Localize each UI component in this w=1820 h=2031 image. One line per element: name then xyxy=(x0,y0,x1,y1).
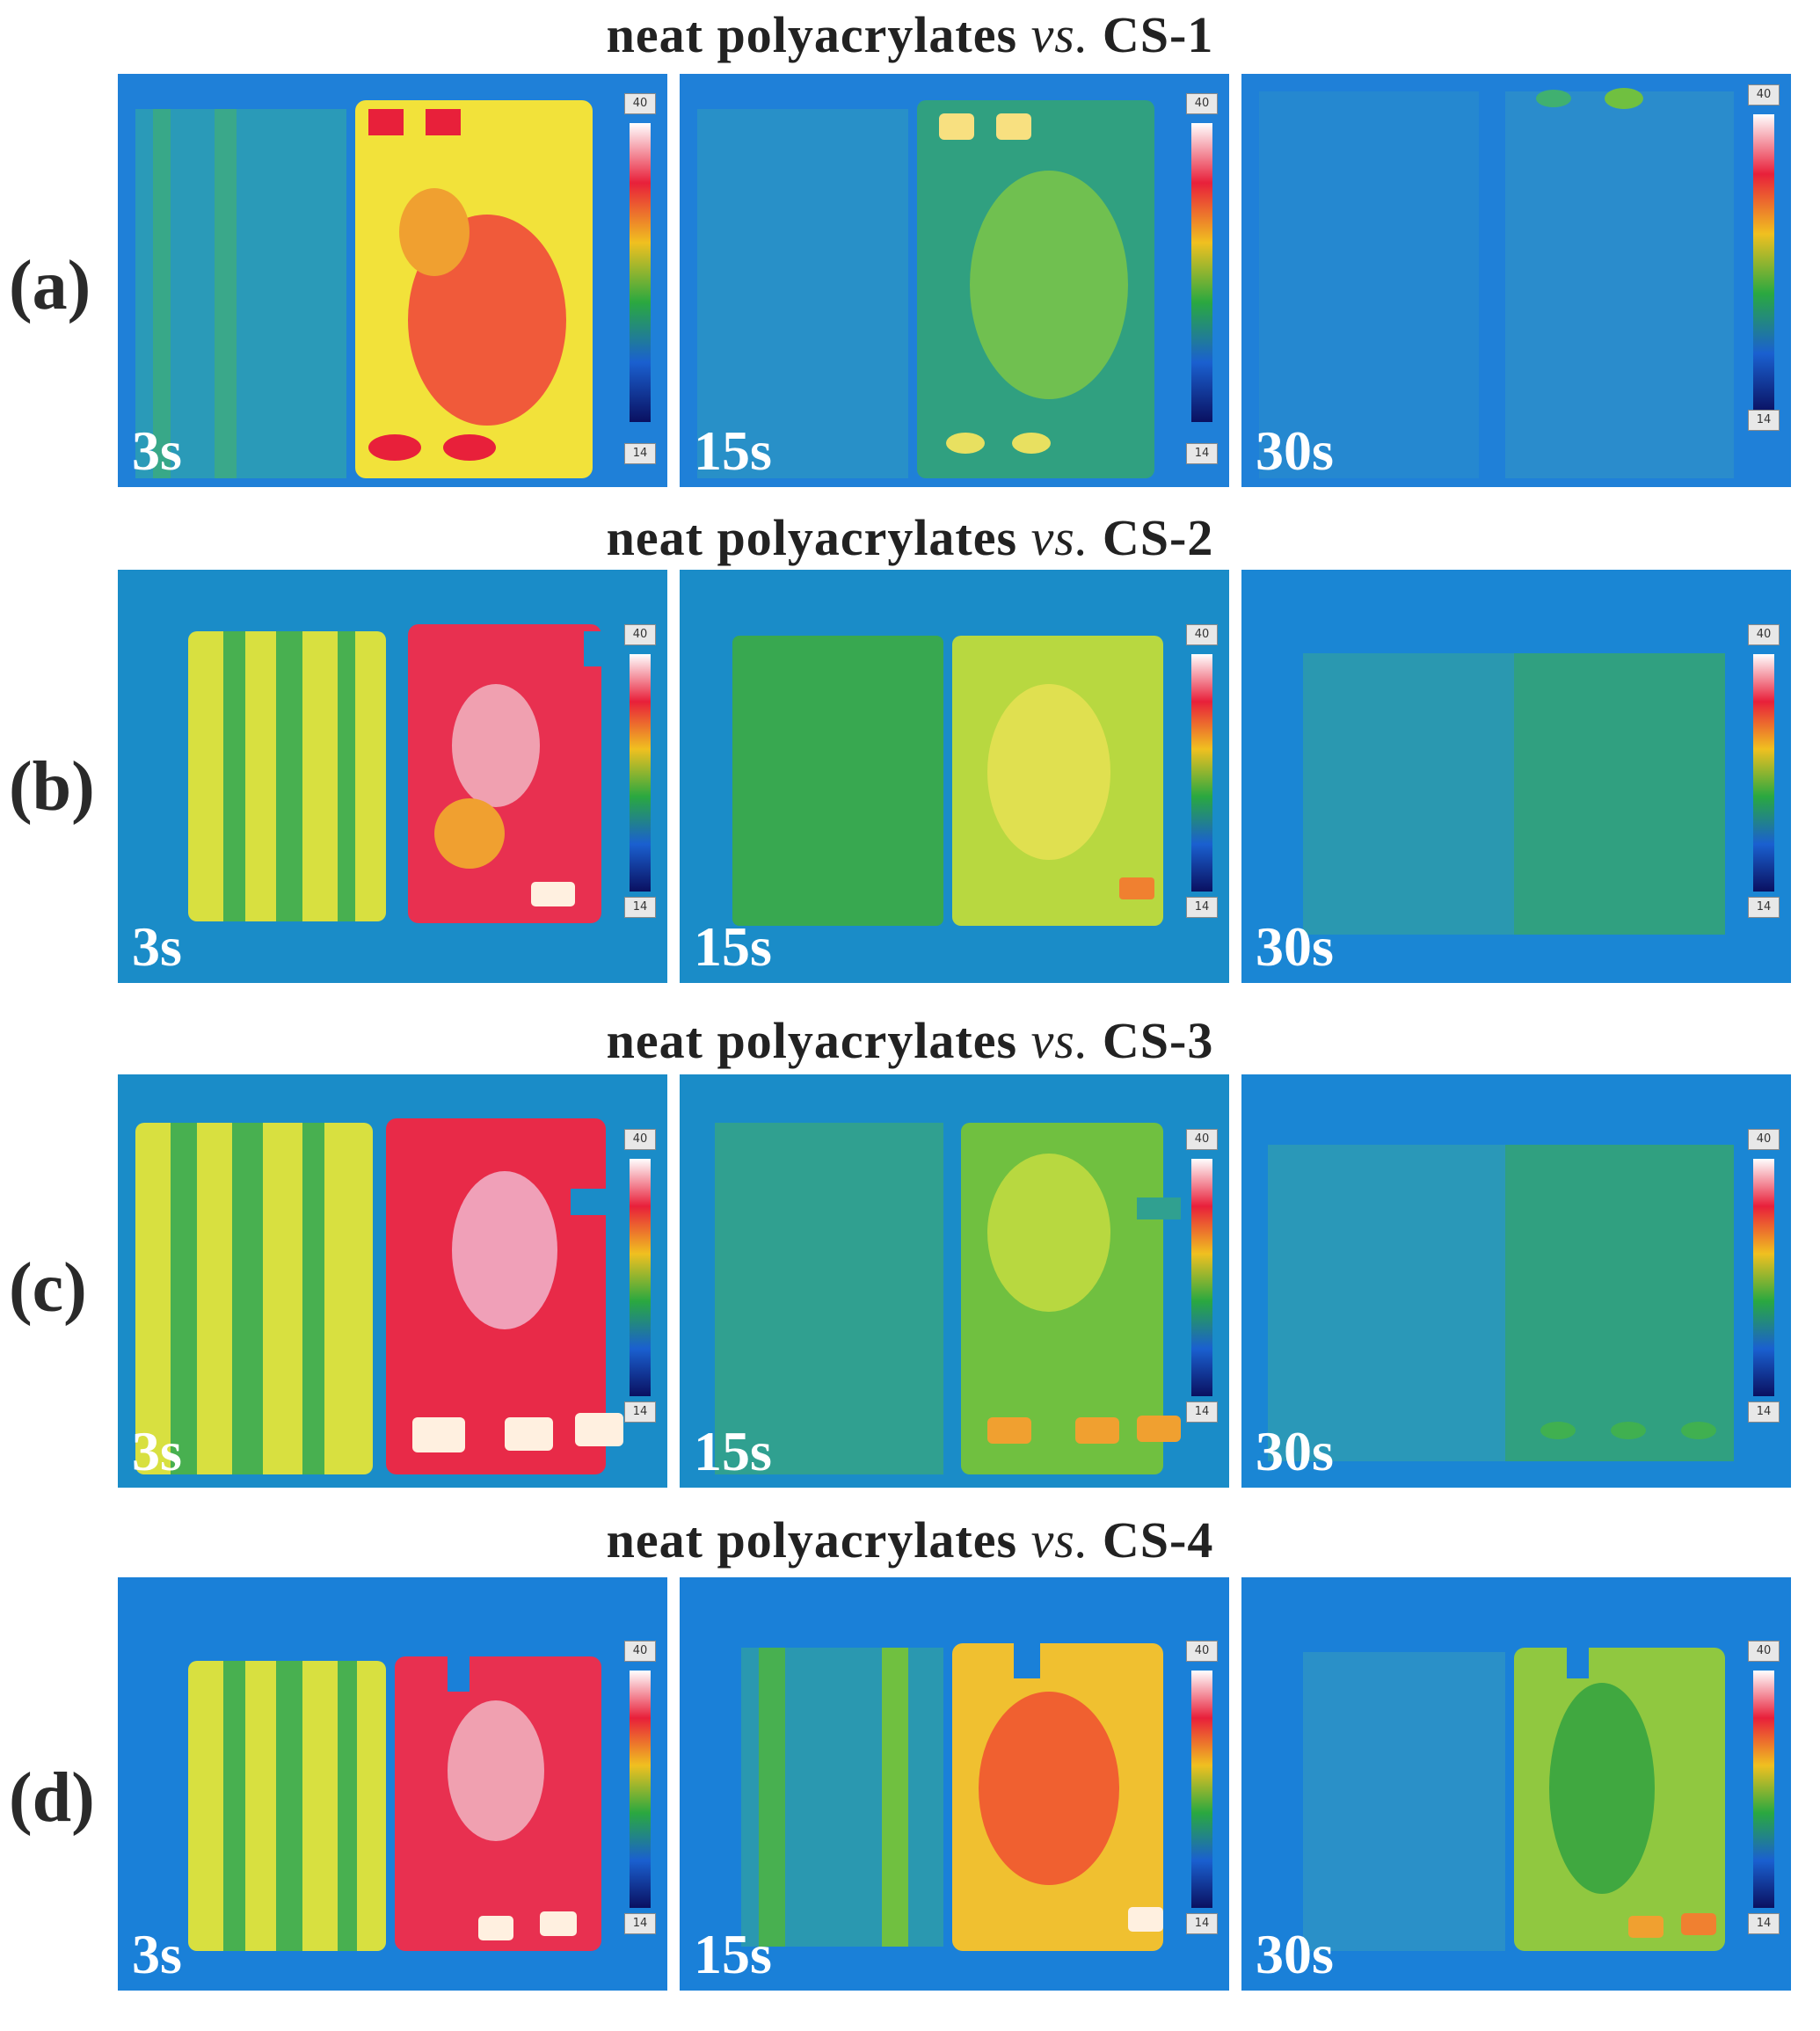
scale-max-label: 40 xyxy=(1186,1641,1218,1662)
scale-max-label: 40 xyxy=(1186,1129,1218,1150)
thermal-panel: 40 14 15s xyxy=(680,570,1229,983)
title-right: CS-1 xyxy=(1088,6,1214,63)
title-vs: vs. xyxy=(1030,6,1089,63)
scale-max-label: 40 xyxy=(1748,1129,1780,1150)
title-vs: vs. xyxy=(1030,1511,1089,1569)
scale-min-label: 14 xyxy=(1748,897,1780,918)
row-title: neat polyacrylates vs. CS-1 xyxy=(0,7,1820,63)
thermal-image xyxy=(680,1577,1229,1991)
scale-min-label: 14 xyxy=(1186,443,1218,464)
time-label: 30s xyxy=(1256,419,1334,482)
color-scale-bar xyxy=(630,654,651,892)
scale-min-label: 14 xyxy=(624,1401,656,1423)
time-label: 3s xyxy=(132,1923,182,1985)
scale-max-label: 40 xyxy=(1748,84,1780,106)
thermal-panel: 40 14 3s xyxy=(118,1074,667,1488)
title-right: CS-3 xyxy=(1088,1012,1214,1069)
scale-max-label: 40 xyxy=(1186,93,1218,114)
thermal-image xyxy=(1241,570,1791,983)
thermal-image xyxy=(1241,74,1791,487)
thermal-image xyxy=(118,570,667,983)
scale-min-label: 14 xyxy=(624,1913,656,1934)
title-vs: vs. xyxy=(1030,1012,1089,1069)
title-right: CS-2 xyxy=(1088,509,1214,566)
scale-max-label: 40 xyxy=(1186,624,1218,645)
row-d: neat polyacrylates vs. CS-4 (d) 40 14 3s xyxy=(0,1503,1820,1996)
row-title: neat polyacrylates vs. CS-2 xyxy=(0,510,1820,566)
thermal-image xyxy=(118,1074,667,1488)
scale-max-label: 40 xyxy=(624,1641,656,1662)
color-scale-bar xyxy=(1191,654,1212,892)
time-label: 3s xyxy=(132,915,182,978)
scale-min-label: 14 xyxy=(1748,1913,1780,1934)
row-c: neat polyacrylates vs. CS-3 (c) 40 14 3s xyxy=(0,1002,1820,1495)
row-label: (a) xyxy=(9,247,91,324)
thermal-panel: 40 14 30s xyxy=(1241,1074,1791,1488)
scale-min-label: 14 xyxy=(1186,1913,1218,1934)
scale-min-label: 14 xyxy=(1186,897,1218,918)
scale-max-label: 40 xyxy=(624,93,656,114)
scale-min-label: 14 xyxy=(1748,1401,1780,1423)
thermal-image xyxy=(680,1074,1229,1488)
scale-min-label: 14 xyxy=(624,897,656,918)
title-left: neat polyacrylates xyxy=(606,1012,1031,1069)
row-title: neat polyacrylates vs. CS-3 xyxy=(0,1013,1820,1069)
time-label: 15s xyxy=(694,419,772,482)
row-b: neat polyacrylates vs. CS-2 (b) 40 14 3s xyxy=(0,501,1820,994)
title-left: neat polyacrylates xyxy=(606,509,1031,566)
scale-max-label: 40 xyxy=(624,1129,656,1150)
time-label: 30s xyxy=(1256,1420,1334,1482)
thermal-panel: 40 14 15s xyxy=(680,1577,1229,1991)
thermal-panel: 40 14 30s xyxy=(1241,570,1791,983)
thermal-panel: 40 14 30s xyxy=(1241,1577,1791,1991)
title-right: CS-4 xyxy=(1088,1511,1214,1569)
thermal-image xyxy=(680,74,1229,487)
thermal-panel: 40 14 3s xyxy=(118,74,667,487)
thermal-panel: 40 14 3s xyxy=(118,570,667,983)
time-label: 3s xyxy=(132,1420,182,1482)
scale-min-label: 14 xyxy=(1186,1401,1218,1423)
time-label: 30s xyxy=(1256,915,1334,978)
scale-min-label: 14 xyxy=(1748,410,1780,431)
title-vs: vs. xyxy=(1030,509,1089,566)
thermal-image xyxy=(680,570,1229,983)
title-left: neat polyacrylates xyxy=(606,6,1031,63)
row-title: neat polyacrylates vs. CS-4 xyxy=(0,1512,1820,1569)
thermal-panel: 40 14 15s xyxy=(680,1074,1229,1488)
thermal-image xyxy=(1241,1074,1791,1488)
color-scale-bar xyxy=(1191,123,1212,422)
row-label: (c) xyxy=(9,1249,87,1327)
time-label: 15s xyxy=(694,1923,772,1985)
color-scale-bar xyxy=(630,1671,651,1908)
color-scale-bar xyxy=(630,123,651,422)
color-scale-bar xyxy=(630,1159,651,1396)
scale-max-label: 40 xyxy=(1748,1641,1780,1662)
color-scale-bar xyxy=(1191,1159,1212,1396)
scale-min-label: 14 xyxy=(624,443,656,464)
thermal-image xyxy=(118,74,667,487)
color-scale-bar xyxy=(1191,1671,1212,1908)
thermal-panel: 40 14 3s xyxy=(118,1577,667,1991)
row-label: (d) xyxy=(9,1759,95,1837)
scale-max-label: 40 xyxy=(624,624,656,645)
color-scale-bar xyxy=(1753,654,1774,892)
thermal-panel: 40 14 15s xyxy=(680,74,1229,487)
title-left: neat polyacrylates xyxy=(606,1511,1031,1569)
scale-max-label: 40 xyxy=(1748,624,1780,645)
color-scale-bar xyxy=(1753,1159,1774,1396)
color-scale-bar xyxy=(1753,114,1774,413)
time-label: 3s xyxy=(132,419,182,482)
time-label: 15s xyxy=(694,915,772,978)
thermal-panel: 40 14 30s xyxy=(1241,74,1791,487)
time-label: 15s xyxy=(694,1420,772,1482)
thermal-image xyxy=(1241,1577,1791,1991)
row-label: (b) xyxy=(9,748,95,826)
color-scale-bar xyxy=(1753,1671,1774,1908)
thermal-image xyxy=(118,1577,667,1991)
time-label: 30s xyxy=(1256,1923,1334,1985)
row-a: neat polyacrylates vs. CS-1 (a) 40 14 3s xyxy=(0,0,1820,492)
